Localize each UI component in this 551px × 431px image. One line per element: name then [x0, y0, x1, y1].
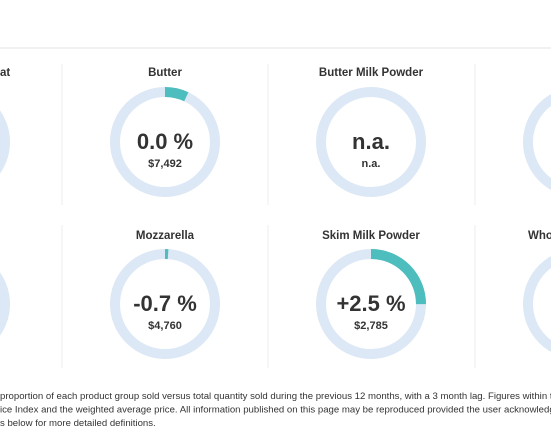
price: n.a. [362, 158, 381, 170]
price: $2,785 [354, 320, 388, 332]
donut-arc [110, 249, 220, 359]
donut-track [0, 272, 10, 336]
card-title: Who [528, 230, 551, 242]
card-title: at [0, 67, 10, 79]
donut-track [316, 87, 426, 197]
donut-track [0, 110, 10, 174]
card-title: Mozzarella [136, 230, 195, 242]
price-change: 0.0 % [137, 129, 193, 154]
footer-text: proportion of each product group sold ve… [0, 391, 551, 402]
card-title: Butter [148, 67, 182, 79]
card-title: Skim Milk Powder [322, 230, 420, 242]
footer-text: s below for more detailed definitions. [0, 418, 156, 429]
price: $4,760 [148, 320, 182, 332]
price-change: -0.7 % [133, 291, 197, 316]
price-change: n.a. [352, 129, 390, 154]
donut-arc [316, 249, 426, 359]
donut-track [523, 256, 551, 352]
card-dividers [61, 64, 476, 368]
donut-track [523, 94, 551, 190]
footer-text: ice Index and the weighted average price… [0, 405, 551, 416]
price: $7,492 [148, 158, 182, 170]
price-change: +2.5 % [336, 291, 405, 316]
donut-arc [110, 87, 220, 197]
card-title: Butter Milk Powder [319, 67, 424, 79]
